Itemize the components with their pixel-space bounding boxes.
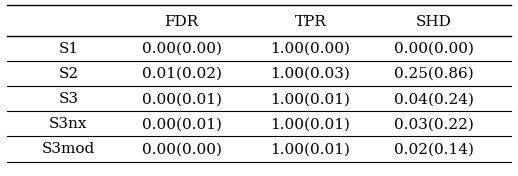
Text: 0.04(0.24): 0.04(0.24) — [394, 92, 474, 106]
Text: 1.00(0.01): 1.00(0.01) — [270, 92, 351, 106]
Text: 0.00(0.01): 0.00(0.01) — [142, 117, 222, 131]
Text: 0.00(0.00): 0.00(0.00) — [142, 143, 222, 156]
Text: 0.25(0.86): 0.25(0.86) — [394, 67, 474, 81]
Text: 1.00(0.00): 1.00(0.00) — [270, 42, 351, 56]
Text: 0.02(0.14): 0.02(0.14) — [394, 143, 474, 156]
Text: TPR: TPR — [295, 15, 326, 29]
Text: S1: S1 — [59, 42, 78, 56]
Text: 0.01(0.02): 0.01(0.02) — [142, 67, 222, 81]
Text: SHD: SHD — [416, 15, 452, 29]
Text: 0.03(0.22): 0.03(0.22) — [394, 117, 474, 131]
Text: 1.00(0.01): 1.00(0.01) — [270, 143, 351, 156]
Text: FDR: FDR — [165, 15, 199, 29]
Text: 0.00(0.00): 0.00(0.00) — [142, 42, 222, 56]
Text: 0.00(0.00): 0.00(0.00) — [394, 42, 474, 56]
Text: 1.00(0.03): 1.00(0.03) — [270, 67, 351, 81]
Text: 0.00(0.01): 0.00(0.01) — [142, 92, 222, 106]
Text: S3nx: S3nx — [49, 117, 88, 131]
Text: 1.00(0.01): 1.00(0.01) — [270, 117, 351, 131]
Text: S3: S3 — [59, 92, 78, 106]
Text: S2: S2 — [59, 67, 78, 81]
Text: S3mod: S3mod — [42, 143, 95, 156]
